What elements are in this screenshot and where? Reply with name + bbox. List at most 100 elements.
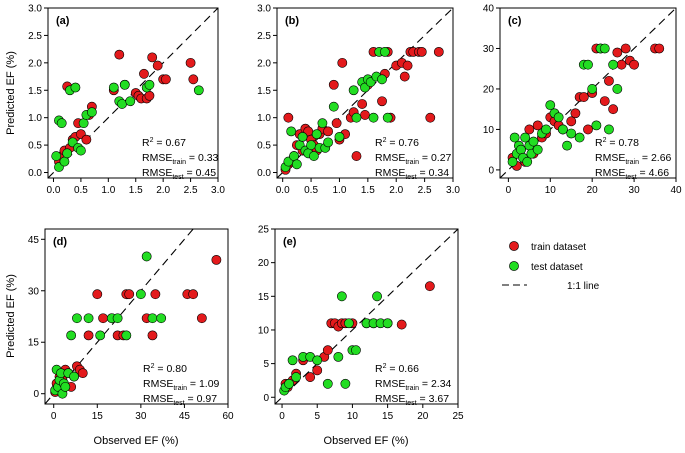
test-point	[312, 355, 323, 366]
rmse-test-label: RMSEtest = 3.67	[375, 393, 449, 407]
panel-a: (a) 0.0 0.5 1.0 1.5 2.0 2.5 3.0 0.0 0.5 1.0 1.5 2.0…	[28, 4, 225, 197]
train-point	[620, 43, 631, 54]
test-point	[112, 313, 123, 324]
train-point	[524, 124, 535, 135]
x-tick-label: 1.5	[129, 185, 143, 196]
rmse-test-value: 0.97	[197, 393, 218, 405]
train-point	[328, 79, 339, 90]
y-tick-label: 0.5	[257, 141, 271, 152]
y-tick-label: 1.5	[28, 86, 42, 97]
stats-block: R2 = 0.76 RMSEtrain = 0.27 RMSEtest = 0.…	[375, 137, 452, 181]
stats-block: R2 = 0.80 RMSEtrain = 1.09 RMSEtest = 0.…	[143, 363, 220, 407]
test-point	[351, 112, 362, 123]
rmse-test-label: RMSEtest = 0.34	[375, 167, 449, 181]
test-point	[344, 318, 354, 329]
train-point	[323, 126, 333, 137]
legend-test-marker	[509, 261, 519, 271]
test-point	[322, 378, 333, 389]
test-point	[60, 381, 71, 392]
y-tick-label: 3.0	[257, 4, 271, 15]
panel-label: (d)	[53, 236, 67, 248]
r2-label: R2 = 0.76	[375, 137, 419, 149]
rmse-test-label: RMSEtest = 0.45	[142, 167, 216, 181]
x-tick-label: 0	[51, 411, 57, 422]
x-tick-label: 40	[670, 185, 682, 196]
stats-block: R2 = 0.78 RMSEtrain = 2.66 RMSEtest = 4.…	[595, 137, 672, 181]
train-point	[188, 74, 199, 85]
train-point	[331, 118, 342, 129]
x-tick-label: 2.5	[184, 185, 198, 196]
test-point	[372, 291, 382, 302]
train-point	[599, 96, 610, 106]
rmse-train-label: RMSEtrain = 2.66	[595, 152, 672, 166]
train-point	[396, 319, 407, 330]
test-point	[553, 112, 564, 123]
r2-value: 0.66	[398, 363, 419, 375]
test-point	[334, 131, 345, 142]
test-point	[382, 318, 393, 329]
test-point	[522, 156, 533, 167]
test-point	[583, 59, 593, 70]
train-point	[570, 108, 581, 119]
train-point	[654, 43, 665, 54]
train-point	[283, 112, 294, 123]
test-point	[125, 96, 136, 107]
panel-label: (a)	[56, 15, 70, 27]
stats-block: R2 = 0.66 RMSEtrain = 2.34 RMSEtest = 3.…	[375, 363, 452, 407]
rmse-train-value: 0.33	[198, 152, 219, 164]
test-point	[156, 313, 167, 324]
y-tick-label: 0	[263, 393, 269, 404]
x-tick-label: 2.0	[389, 185, 403, 196]
test-point	[117, 99, 127, 109]
panel-e: (e) 0 5 10 15 20 25 0 5 10 15 20 25 R2 = 0.66 RMSEt…	[258, 225, 464, 423]
rmse-train-value: 1.09	[199, 378, 220, 390]
train-point	[399, 71, 410, 82]
test-point	[333, 351, 344, 362]
x-tick-label: 10	[545, 185, 557, 196]
panel-label: (e)	[283, 236, 297, 248]
y-tick-label: 15	[28, 338, 40, 349]
panel-label: (b)	[285, 15, 299, 27]
y-tick-label: 30	[28, 286, 40, 297]
test-point	[532, 144, 543, 155]
rmse-train-value: 2.34	[431, 378, 452, 390]
train-point	[616, 59, 627, 70]
test-point	[340, 378, 351, 389]
test-point	[78, 118, 89, 129]
one-to-one-line	[274, 228, 459, 405]
test-point	[377, 74, 387, 85]
test-point	[56, 118, 67, 129]
train-point	[322, 345, 333, 356]
rmse-train-value: 0.27	[431, 152, 452, 164]
x-tick-label: 0.0	[47, 185, 61, 196]
x-tick-label: 0	[279, 411, 285, 422]
legend-test-label: test dataset	[531, 262, 583, 273]
x-tick-label: 15	[382, 411, 394, 422]
rmse-train-label: RMSEtrain = 2.34	[375, 378, 452, 392]
train-point	[312, 365, 323, 376]
x-tick-label: 5	[314, 411, 320, 422]
test-point	[95, 330, 106, 341]
test-point	[351, 345, 361, 356]
x-tick-label: 3.0	[211, 185, 225, 196]
train-point	[425, 112, 436, 123]
r2-value: 0.80	[166, 363, 187, 375]
train-point	[77, 368, 88, 379]
x-tick-label: 0.0	[276, 185, 290, 196]
train-point	[114, 49, 125, 60]
legend-line-label: 1:1 line	[567, 281, 600, 292]
legend-train-marker	[509, 241, 519, 251]
y-tick-label: 0	[488, 165, 494, 176]
r2-value: 0.78	[618, 137, 639, 149]
rmse-test-value: 4.66	[649, 167, 670, 179]
x-tick-label: 15	[92, 411, 104, 422]
y-tick-label: 20	[258, 258, 270, 269]
train-point	[144, 90, 155, 101]
train-point	[147, 330, 158, 341]
x-tick-label: 20	[587, 185, 599, 196]
test-point	[379, 46, 390, 57]
rmse-train-label: RMSEtrain = 0.27	[375, 152, 452, 166]
plot-frame	[47, 7, 219, 179]
plot-frame	[44, 228, 229, 405]
test-point	[291, 372, 302, 382]
